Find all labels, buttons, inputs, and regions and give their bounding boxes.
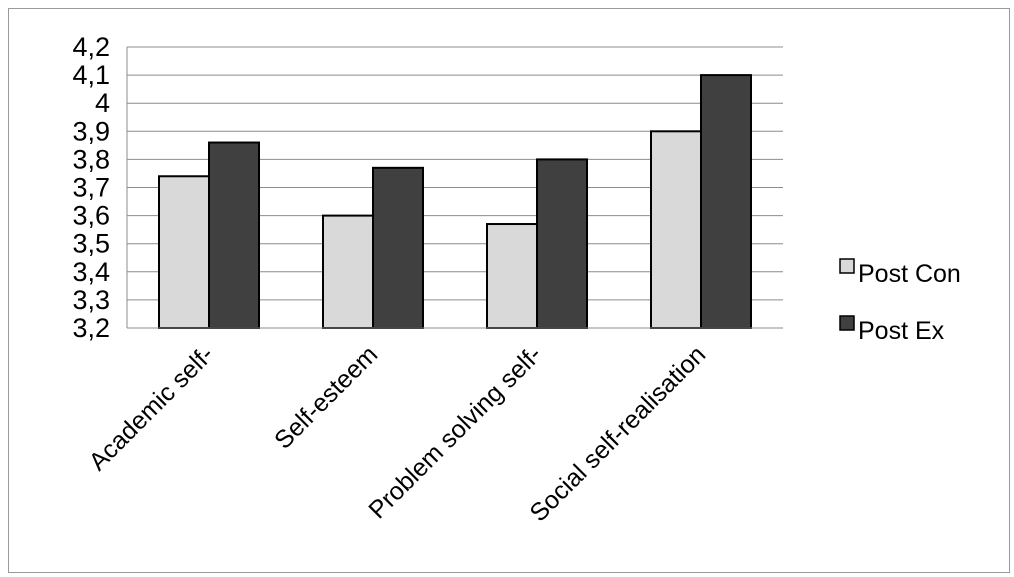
category-label: Social self-realisation (524, 340, 711, 527)
category-label: Academic self- (84, 340, 220, 476)
y-tick-label: 3,8 (72, 144, 110, 174)
bar-post-ex (536, 158, 588, 329)
y-axis-tick-labels: 3,23,33,43,53,63,73,83,944,14,2 (72, 32, 110, 343)
category-label: Self-esteem (269, 340, 383, 454)
y-tick-label: 3,3 (72, 285, 110, 315)
y-tick-label: 4 (95, 88, 110, 118)
y-tick-label: 3,7 (72, 173, 110, 203)
bar-post-con (158, 175, 210, 329)
legend-label: Post Ex (858, 317, 945, 345)
y-tick-label: 3,2 (72, 313, 110, 343)
y-tick-label: 3,5 (72, 229, 110, 259)
bar-post-ex (372, 166, 424, 329)
legend-swatch-post-con (839, 258, 855, 274)
bars (127, 74, 783, 330)
bar-post-ex (208, 141, 260, 329)
bar-post-con (486, 223, 538, 329)
legend: Post Con Post Ex (839, 258, 961, 345)
category-label: Problem solving self- (363, 340, 547, 524)
y-tick-label: 4,1 (72, 60, 110, 90)
y-tick-label: 3,9 (72, 116, 110, 146)
legend-swatch-post-ex (839, 315, 855, 331)
y-tick-label: 3,6 (72, 201, 110, 231)
bar-post-con (650, 130, 702, 329)
bar-post-ex (700, 74, 752, 329)
legend-label: Post Con (858, 260, 961, 288)
bar-post-con (322, 214, 374, 330)
y-tick-label: 4,2 (72, 32, 110, 62)
y-tick-label: 3,4 (72, 257, 110, 287)
